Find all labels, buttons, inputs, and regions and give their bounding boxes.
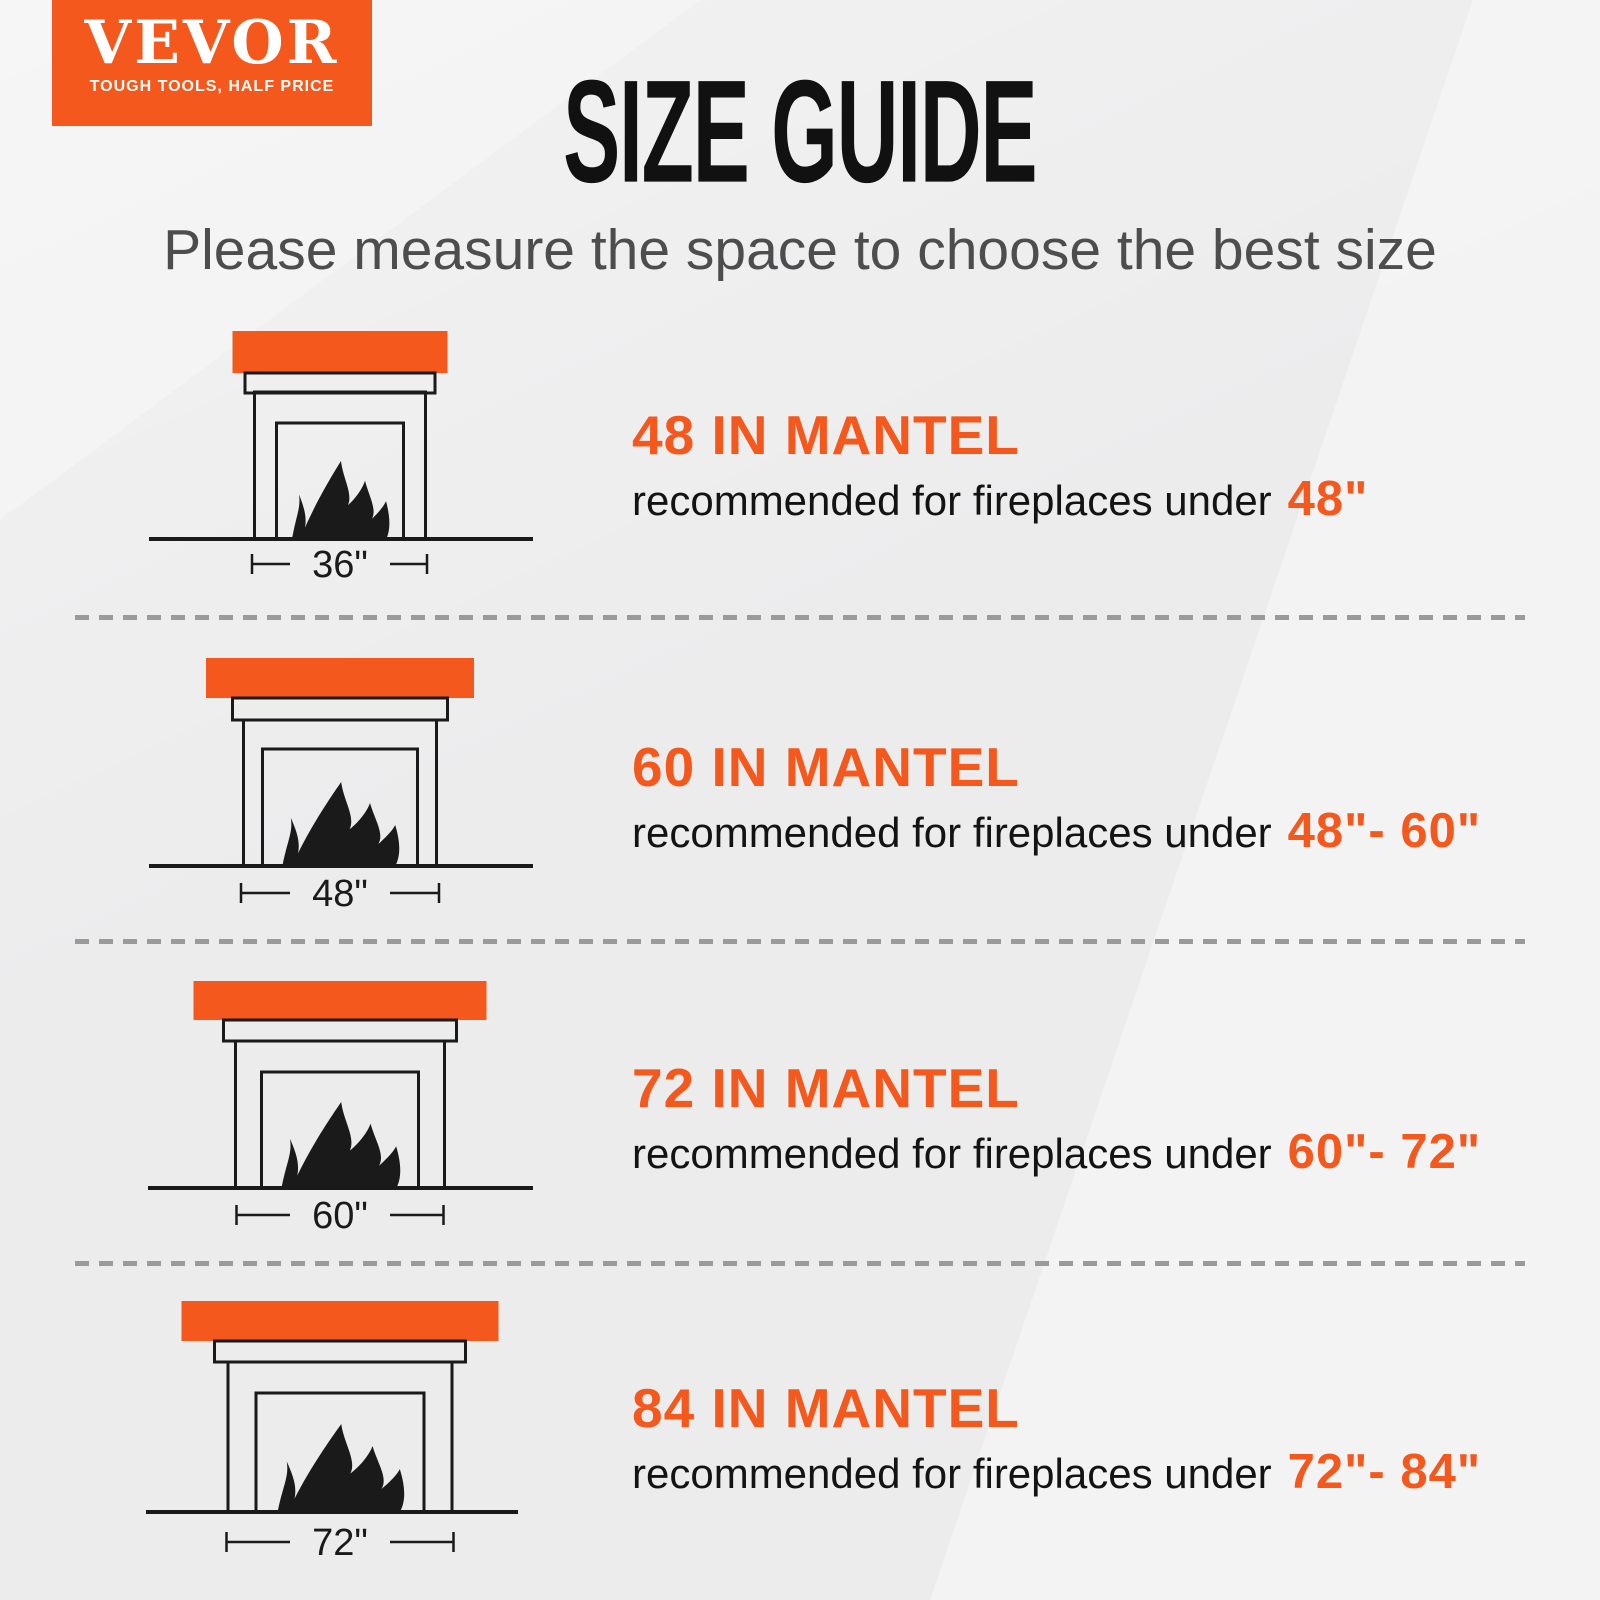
size-heading: 48 IN MANTEL <box>632 404 1020 466</box>
flame-icon <box>282 782 400 866</box>
vevor-logo-wordmark: VEVOR <box>84 8 340 78</box>
size-range-value: 48" <box>1287 472 1369 526</box>
fireplace-diagram-84in: 72" <box>146 1301 518 1564</box>
vevor-logo: VEVOR TOUGH TOOLS, HALF PRICE <box>52 0 372 126</box>
size-range-value: 48"- 60" <box>1287 804 1482 858</box>
mantel-trim <box>213 1339 467 1364</box>
mantel-trim <box>243 371 437 395</box>
size-description: recommended for fireplaces under 72"- 84" <box>632 1445 1482 1499</box>
page-title: SIZE GUIDE <box>563 50 1038 214</box>
size-option-84: 84 IN MANTEL recommended for fireplaces … <box>632 1378 1481 1500</box>
mantel-trim <box>222 1018 458 1043</box>
page-subtitle: Please measure the space to choose the b… <box>163 218 1437 282</box>
mantel-shelf <box>193 981 487 1020</box>
size-description: recommended for fireplaces under 48" <box>632 472 1369 526</box>
dashed-divider <box>75 939 1525 944</box>
flame-icon <box>281 1102 401 1189</box>
dashed-divider <box>75 1261 1525 1266</box>
dimension-line <box>225 1532 455 1552</box>
size-description: recommended for fireplaces under 60"- 72" <box>632 1125 1482 1179</box>
mantel-trim <box>231 696 449 722</box>
fireplace-diagram-60in: 48" <box>149 658 533 915</box>
size-range-value: 60"- 72" <box>1287 1125 1482 1179</box>
size-description: recommended for fireplaces under 48"- 60" <box>632 804 1482 858</box>
mantel-shelf <box>181 1301 499 1341</box>
size-heading: 84 IN MANTEL <box>632 1377 1020 1439</box>
size-heading: 60 IN MANTEL <box>632 736 1020 798</box>
dimension-line <box>235 1205 445 1225</box>
size-option-48: 48 IN MANTEL recommended for fireplaces … <box>632 405 1368 527</box>
dimension-line <box>250 554 429 574</box>
mantel-shelf <box>206 658 474 698</box>
flame-icon <box>277 1424 405 1512</box>
size-range-value: 72"- 84" <box>1287 1445 1482 1499</box>
size-option-72: 72 IN MANTEL recommended for fireplaces … <box>632 1058 1481 1180</box>
width-label: 48" <box>312 873 368 915</box>
vevor-logo-tagline: TOUGH TOOLS, HALF PRICE <box>89 78 335 95</box>
width-label: 36" <box>312 544 368 586</box>
dimension-line <box>239 883 441 903</box>
dashed-divider <box>75 615 1525 620</box>
size-option-60: 60 IN MANTEL recommended for fireplaces … <box>632 737 1481 859</box>
width-label: 60" <box>312 1195 368 1237</box>
fireplace-diagram-72in: 60" <box>148 981 533 1237</box>
width-label: 72" <box>312 1522 368 1564</box>
size-heading: 72 IN MANTEL <box>632 1057 1020 1119</box>
flame-icon <box>292 461 390 540</box>
mantel-shelf <box>232 331 448 373</box>
fireplace-diagram-48in: 36" <box>149 331 533 586</box>
